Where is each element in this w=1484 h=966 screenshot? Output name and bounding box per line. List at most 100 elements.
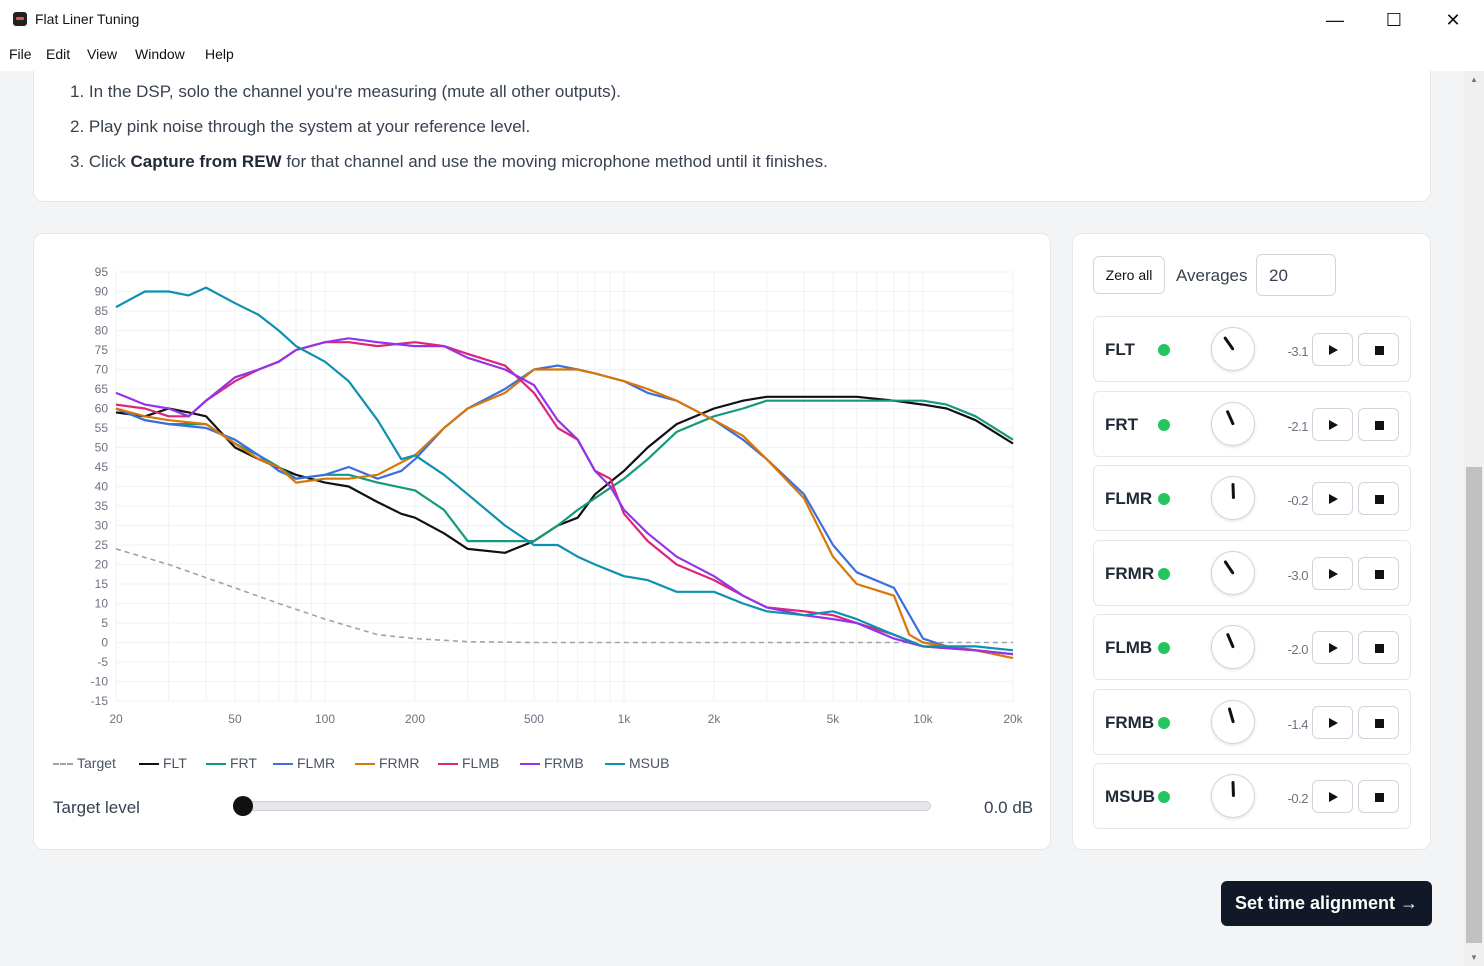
gain-knob[interactable] <box>1211 327 1255 371</box>
channel-row-flmb: FLMB -2.0 <box>1093 614 1411 680</box>
minimize-button[interactable]: — <box>1326 10 1344 30</box>
y-tick-label: 60 <box>95 402 109 416</box>
legend-item-target[interactable]: Target <box>53 755 116 771</box>
gain-knob[interactable] <box>1211 550 1255 595</box>
stop-button[interactable] <box>1358 556 1399 590</box>
y-tick-label: 25 <box>95 538 109 552</box>
legend-swatch <box>520 763 540 766</box>
gain-knob[interactable] <box>1211 476 1255 520</box>
menu-help[interactable]: Help <box>205 46 234 62</box>
play-button[interactable] <box>1312 407 1353 441</box>
menu-edit[interactable]: Edit <box>46 46 71 62</box>
legend-item-flmr[interactable]: FLMR <box>273 755 335 771</box>
legend-label: MSUB <box>629 755 670 771</box>
channel-row-frmb: FRMB -1.4 <box>1093 688 1411 755</box>
scroll-up-icon[interactable]: ▲ <box>1470 75 1478 84</box>
y-tick-label: 55 <box>95 421 109 435</box>
y-tick-label: 40 <box>95 480 109 494</box>
maximize-button[interactable]: ☐ <box>1385 10 1403 30</box>
channel-gain-value: -0.2 <box>1287 493 1309 508</box>
stop-button[interactable] <box>1358 631 1399 664</box>
play-button[interactable] <box>1312 333 1353 366</box>
stop-button[interactable] <box>1358 482 1399 515</box>
legend-label: FRT <box>230 755 257 771</box>
series-line-frmb <box>115 337 1014 656</box>
status-dot-icon <box>1158 344 1170 356</box>
y-tick-label: 85 <box>95 304 109 318</box>
gain-knob[interactable] <box>1211 401 1255 446</box>
channel-gain-value: -1.4 <box>1287 716 1309 732</box>
play-button[interactable] <box>1312 556 1353 590</box>
stop-button[interactable] <box>1358 333 1399 366</box>
channel-name: FLT <box>1105 340 1135 359</box>
legend-item-flt[interactable]: FLT <box>139 755 187 771</box>
capture-from-rew-text: Capture from REW <box>130 152 282 171</box>
status-dot-icon <box>1158 493 1170 505</box>
legend-item-msub[interactable]: MSUB <box>605 755 669 771</box>
legend-item-frmb[interactable]: FRMB <box>520 755 584 771</box>
play-button[interactable] <box>1312 780 1353 813</box>
y-tick-label: 20 <box>95 558 109 572</box>
averages-input[interactable]: 20 <box>1256 254 1336 296</box>
channel-name: FLMB <box>1105 638 1153 657</box>
status-dot-icon <box>1158 642 1170 654</box>
frequency-response-card: 95 90 85 80 75 70 65 60 55 50 45 40 35 30 25 20 15 10 5 0 -5… <box>33 233 1051 850</box>
y-tick-label: 75 <box>95 343 109 357</box>
series-line-target <box>115 548 1013 644</box>
stop-button[interactable] <box>1358 780 1399 813</box>
x-tick-label: 200 <box>405 712 425 726</box>
menu-bar: File Edit View Window Help <box>0 40 1484 71</box>
knob-pointer-icon <box>1223 336 1235 351</box>
legend-item-flmb[interactable]: FLMB <box>438 755 499 771</box>
knob-pointer-icon <box>1227 706 1235 723</box>
play-button[interactable] <box>1312 705 1353 739</box>
channel-row-frmr: FRMR -3.0 <box>1093 539 1411 606</box>
y-tick-label: 45 <box>95 460 109 474</box>
channel-row-frt: FRT -2.1 <box>1093 390 1411 457</box>
legend-item-frt[interactable]: FRT <box>206 755 257 771</box>
play-button[interactable] <box>1312 482 1353 515</box>
menu-window[interactable]: Window <box>135 46 185 62</box>
y-tick-label: 5 <box>101 616 108 630</box>
gain-knob[interactable] <box>1211 699 1255 744</box>
legend-label: FLMB <box>462 755 500 771</box>
y-tick-label: 50 <box>95 441 109 455</box>
scrollbar[interactable]: ▲ ▼ <box>1464 71 1484 966</box>
series-line-msub <box>115 286 1014 652</box>
zero-all-button[interactable]: Zero all <box>1093 256 1165 294</box>
gain-knob[interactable] <box>1211 625 1255 669</box>
instruction-step-1: 1. In the DSP, solo the channel you're m… <box>70 82 622 101</box>
status-dot-icon <box>1158 567 1170 580</box>
gain-knob[interactable] <box>1211 774 1255 818</box>
close-button[interactable]: ✕ <box>1445 10 1461 30</box>
scrollbar-thumb[interactable] <box>1466 467 1482 943</box>
channel-name: FRT <box>1105 414 1139 434</box>
play-button[interactable] <box>1312 631 1353 664</box>
legend-swatch <box>139 763 159 766</box>
legend-swatch <box>206 763 226 766</box>
channel-gain-value: -3.0 <box>1287 567 1309 583</box>
y-tick-label: 10 <box>95 597 109 611</box>
target-level-slider-thumb[interactable] <box>233 796 253 816</box>
channel-gain-value: -2.0 <box>1287 642 1309 657</box>
channel-name: FRMR <box>1105 563 1155 583</box>
stop-button[interactable] <box>1358 705 1399 739</box>
menu-view[interactable]: View <box>87 46 118 62</box>
legend-item-frmr[interactable]: FRMR <box>355 755 419 771</box>
legend-label: FRMB <box>544 755 584 771</box>
x-tick-label: 20k <box>1003 712 1023 726</box>
stop-button[interactable] <box>1358 407 1399 441</box>
channel-controls-card: Zero all Averages 20 FLT -3.1 FRT -2.1 FLMR -… <box>1072 233 1431 850</box>
app-logo-icon <box>13 12 27 26</box>
scroll-down-icon[interactable]: ▼ <box>1470 953 1478 962</box>
legend-label: FLT <box>163 755 187 771</box>
y-tick-label: 0 <box>101 636 108 650</box>
status-dot-icon <box>1158 716 1170 729</box>
set-time-alignment-button[interactable]: Set time alignment → <box>1221 881 1432 926</box>
menu-file[interactable]: File <box>9 46 32 62</box>
target-level-slider-track[interactable] <box>243 801 931 811</box>
x-tick-label: 10k <box>913 712 933 726</box>
legend-swatch <box>605 763 625 766</box>
main-content: 1. In the DSP, solo the channel you're m… <box>0 71 1464 966</box>
y-tick-label: -10 <box>91 675 109 689</box>
